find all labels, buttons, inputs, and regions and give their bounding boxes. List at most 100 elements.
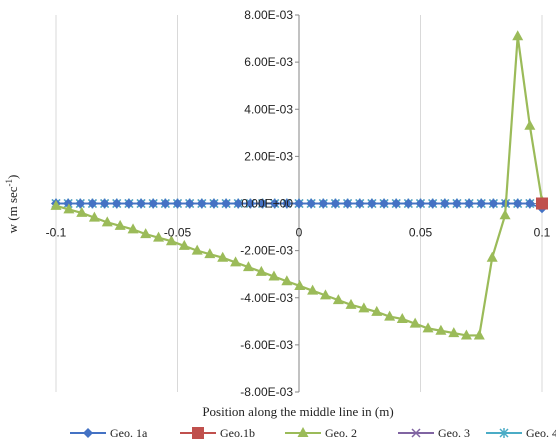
data-point [403,198,414,209]
data-point [476,198,487,209]
legend-marker [297,427,309,437]
data-point [409,317,421,328]
data-point [396,312,408,323]
data-point [354,198,365,209]
data-point [473,329,485,340]
data-point [208,198,219,209]
data-point [439,198,450,209]
series-layer [50,30,548,340]
data-point [332,294,344,305]
legend-label: Geo. 3 [438,426,470,440]
data-point [111,198,122,209]
legend-item: Geo.1b [180,426,255,440]
data-point [196,198,207,209]
data-point [242,261,254,272]
legend: Geo. 1a Geo.1b Geo. 2 Geo. 3 Geo. 4 [70,426,556,440]
series-0 [51,198,547,214]
legend-item: Geo. 2 [285,426,357,440]
data-point [512,198,523,209]
x-tick-label: -0.1 [46,226,67,240]
x-axis-label: Position along the middle line in (m) [202,404,393,419]
x-tick-label: 0.1 [534,226,551,240]
data-point [499,209,511,220]
data-point [50,199,62,210]
data-point [488,198,499,209]
tick-labels: 8.00E-03 6.00E-03 4.00E-03 2.00E-03 0.00E+00… [46,8,551,399]
data-point [75,198,86,209]
legend-label: Geo.1b [220,426,255,440]
data-point [451,198,462,209]
legend-marker [192,427,204,439]
data-point [366,198,377,209]
data-point [269,198,280,209]
data-point [460,329,472,340]
series-2 [50,30,548,340]
data-point [140,228,152,239]
legend-item: Geo. 3 [398,426,470,440]
data-point [464,198,475,209]
data-point [245,198,256,209]
data-point [148,198,159,209]
legend-marker [499,428,509,438]
data-point [536,197,548,210]
y-tick-label: -2.00E-03 [240,244,293,258]
y-axis-label: w (m sec-1) [4,175,20,234]
data-point [318,198,329,209]
data-point [294,279,306,290]
data-point [524,119,536,130]
data-point [379,198,390,209]
data-point [294,198,304,209]
data-point [422,322,434,333]
y-tick-label: -8.00E-03 [240,385,293,399]
data-point [306,198,317,209]
legend-label: Geo. 1a [110,426,148,440]
data-point [136,198,147,209]
data-point [371,305,383,316]
data-point [204,248,216,259]
data-point [230,256,242,267]
data-point [391,198,402,209]
data-point [63,203,75,214]
data-point [281,198,292,209]
data-point [342,198,353,209]
data-point [172,198,183,209]
data-point [435,324,447,335]
data-point [427,198,438,209]
data-point [184,198,195,209]
x-tick-label: 0 [296,226,303,240]
legend-label: Geo. 2 [325,426,357,440]
data-point [345,298,357,309]
data-point [88,211,100,222]
data-point [99,198,110,209]
y-tick-label: 4.00E-03 [244,102,293,116]
legend-marker [411,428,421,438]
data-point [221,198,232,209]
series-1 [536,197,548,210]
y-tick-label: 8.00E-03 [244,8,293,22]
y-axis-label-main: w (m sec [5,186,20,233]
data-point [127,223,139,234]
data-point [268,270,280,281]
data-point [123,198,134,209]
data-point [153,231,165,242]
data-point [358,302,370,313]
data-point [63,198,74,209]
x-tick-label: -0.05 [164,226,192,240]
x-tick-label: 0.05 [409,226,433,240]
legend-label: Geo. 4 [526,426,556,440]
legend-item: Geo. 4 [486,426,556,440]
data-point [524,198,535,209]
data-point [217,251,229,262]
data-point [330,198,341,209]
data-point [307,284,319,295]
data-point [255,265,267,276]
data-point [319,289,331,300]
y-tick-label: 2.00E-03 [244,149,293,163]
legend-item: Geo. 1a [70,426,148,440]
y-axis-label-sup: -1 [4,179,14,187]
y-tick-label: 6.00E-03 [244,55,293,69]
data-point [114,219,126,230]
data-point [281,275,293,286]
legend-marker [83,428,93,438]
y-tick-label: -4.00E-03 [240,291,293,305]
